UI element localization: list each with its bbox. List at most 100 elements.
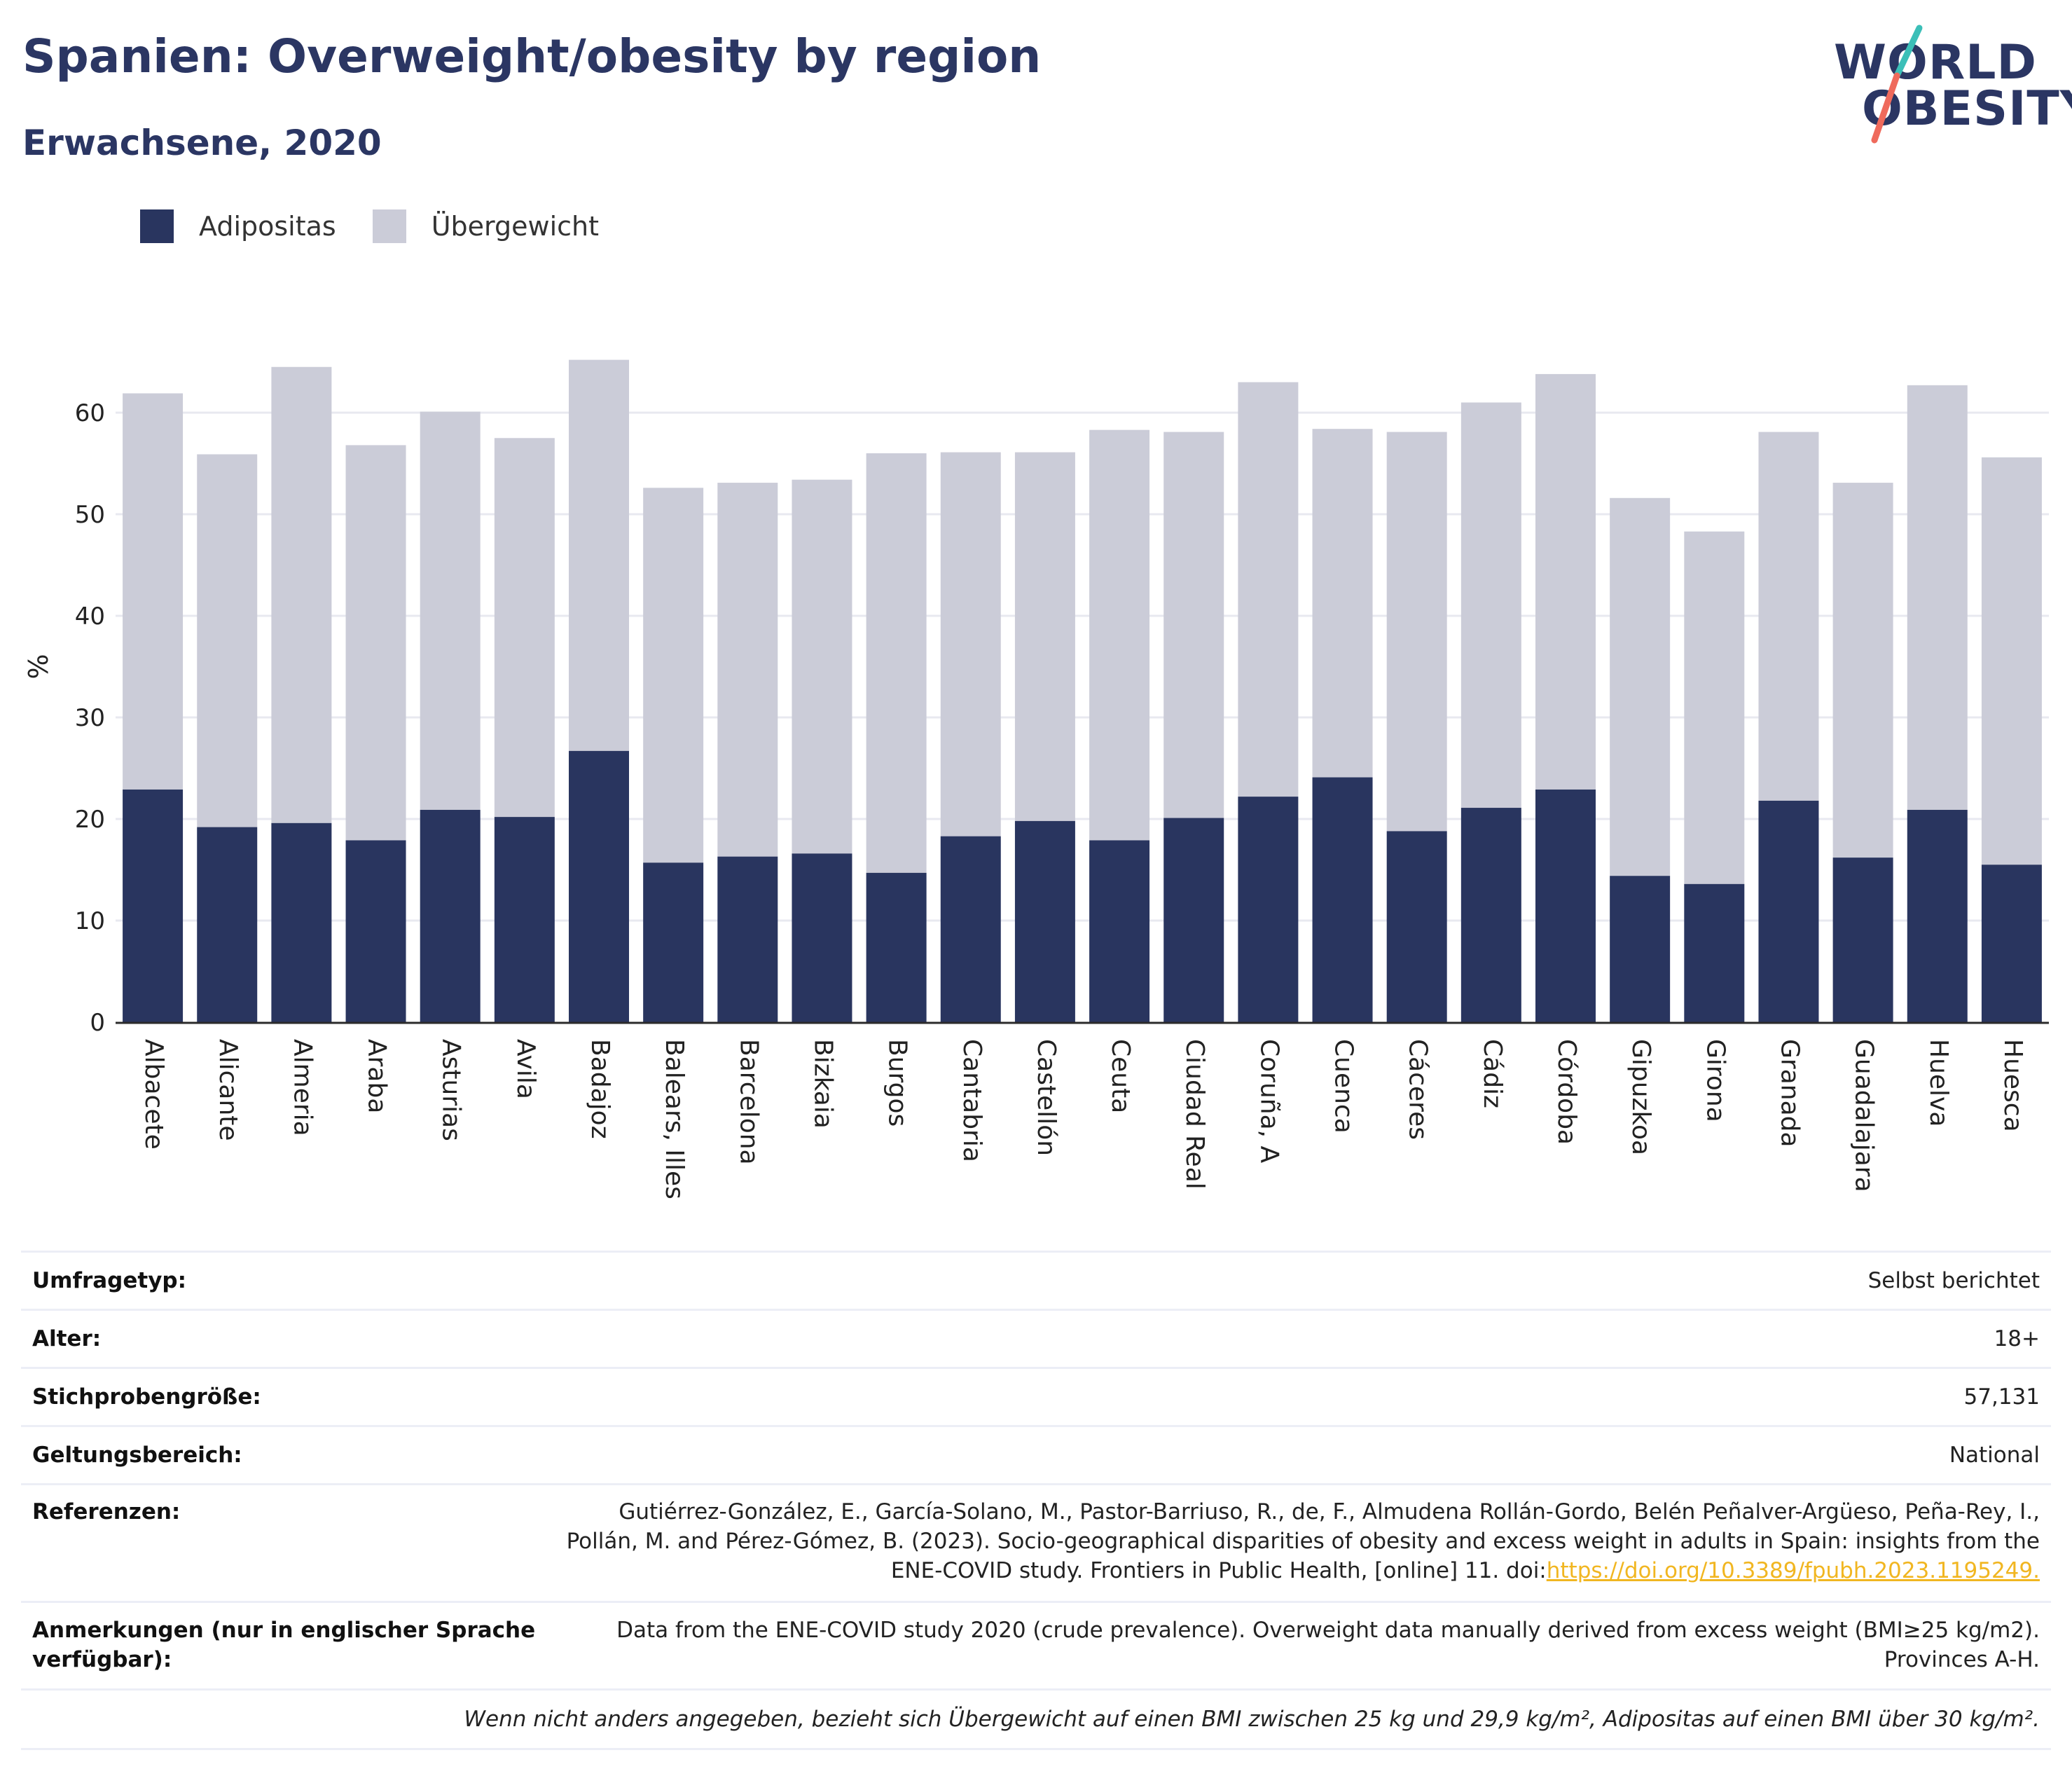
bar-overweight <box>123 393 184 790</box>
bar-obesity <box>420 809 481 1022</box>
info-value-references: Gutiérrez-González, E., García-Solano, M… <box>464 1497 2040 1585</box>
reference-line: Gutiérrez-González, E., García-Solano, M… <box>619 1499 2040 1524</box>
x-tick-label: Araba <box>363 1039 392 1113</box>
x-tick-label: Asturias <box>437 1039 466 1141</box>
bar-obesity <box>792 853 852 1022</box>
x-tick-label: Cantabria <box>958 1039 986 1162</box>
notes-label-line: Anmerkungen (nur in englischer Sprache <box>32 1618 536 1643</box>
bar-obesity <box>1907 809 1968 1022</box>
bar-overweight <box>1312 429 1373 778</box>
bar-overweight <box>866 453 927 873</box>
legend-item-obesity[interactable]: Adipositas <box>140 209 336 243</box>
x-tick-label: Huelva <box>1924 1039 1953 1127</box>
bar-overweight <box>1758 432 1819 801</box>
y-tick-label: 30 <box>75 704 105 732</box>
bar-obesity <box>1981 865 2042 1022</box>
x-tick-label: Girona <box>1701 1039 1729 1122</box>
bar-overweight <box>271 366 332 823</box>
legend-item-overweight[interactable]: Übergewicht <box>372 209 599 243</box>
bar-overweight <box>643 488 704 863</box>
bar-overweight <box>420 411 481 810</box>
y-tick-label: 40 <box>75 603 105 631</box>
info-row-notes: Anmerkungen (nur in englischer Sprache v… <box>21 1601 2051 1688</box>
info-label: Stichprobengröße: <box>32 1384 261 1410</box>
x-tick-label: Albacete <box>139 1039 168 1150</box>
x-tick-label: Gipuzkoa <box>1626 1039 1655 1155</box>
bar-overweight <box>1238 382 1299 797</box>
bar-overweight <box>940 452 1001 837</box>
x-tick-label: Almeria <box>288 1039 317 1136</box>
chart-title: Spanien: Overweight/obesity by region <box>22 29 1042 83</box>
bar-obesity <box>1014 820 1075 1022</box>
bar-overweight <box>1089 429 1150 841</box>
footnote: Wenn nicht anders angegeben, bezieht sic… <box>464 1707 2040 1732</box>
info-value: 57,131 <box>1963 1384 2040 1410</box>
x-tick-label: Coruña, A <box>1255 1039 1283 1164</box>
x-tick-label: Córdoba <box>1552 1039 1581 1145</box>
bar-obesity <box>569 750 629 1022</box>
y-tick-label: 60 <box>75 399 105 427</box>
legend-label-overweight: Übergewicht <box>431 211 599 242</box>
bar-overweight <box>569 359 629 751</box>
x-tick-label: Cáceres <box>1404 1039 1432 1140</box>
bar-overweight <box>1386 432 1447 832</box>
bar-obesity <box>494 817 555 1022</box>
bar-overweight <box>1610 497 1671 876</box>
doi-link[interactable]: https://doi.org/10.3389/fpubh.2023.11952… <box>1546 1558 2040 1583</box>
bar-obesity <box>1163 818 1224 1022</box>
info-value: Selbst berichtet <box>1867 1268 2040 1293</box>
info-row-survey-type: Umfragetyp: Selbst berichtet <box>21 1251 2051 1309</box>
bar-obesity <box>1832 858 1893 1022</box>
x-tick-label: Alicante <box>214 1039 242 1141</box>
stacked-bar-chart: 0 10 20 30 40 50 60% Albacete Alicante Almeria Ara… <box>23 359 2049 1199</box>
bar-obesity <box>345 840 406 1022</box>
bar-obesity <box>1238 797 1299 1022</box>
bar-obesity <box>1610 876 1671 1022</box>
bar-overweight <box>1460 402 1521 808</box>
bar-obesity <box>1089 840 1150 1022</box>
info-value-notes: Data from the ENE-COVID study 2020 (crud… <box>499 1616 2040 1674</box>
logo-word-obesity: OBESITY <box>1862 81 2072 137</box>
bar-obesity <box>1312 777 1373 1022</box>
logo-word-world: WORLD <box>1834 35 2037 90</box>
x-tick-label: Barcelona <box>734 1039 763 1165</box>
x-tick-label: Badajoz <box>586 1039 614 1139</box>
bar-overweight <box>717 483 778 857</box>
bar-obesity <box>1386 831 1447 1022</box>
bar-obesity <box>1684 883 1745 1022</box>
info-row-references: Referenzen: Gutiérrez-González, E., Garc… <box>21 1483 2051 1601</box>
bar-obesity <box>940 836 1001 1022</box>
bar-overweight <box>1535 373 1596 790</box>
x-tick-label: Ceuta <box>1106 1039 1135 1113</box>
info-value: 18+ <box>1994 1326 2040 1351</box>
notes-line: Provinces A-H. <box>1884 1647 2040 1672</box>
bar-obesity <box>866 872 927 1022</box>
bar-overweight <box>1907 385 1968 810</box>
bar-obesity <box>643 862 704 1022</box>
bar-obesity <box>197 827 258 1022</box>
bar-overweight <box>1981 457 2042 865</box>
info-label: Geltungsbereich: <box>32 1443 242 1468</box>
legend-swatch-overweight <box>372 209 406 243</box>
bar-overweight <box>792 479 852 854</box>
bar-overweight <box>1684 531 1745 884</box>
legend-label-obesity: Adipositas <box>199 211 336 242</box>
x-tick-label: Guadalajara <box>1850 1039 1879 1192</box>
x-tick-label: Cádiz <box>1478 1039 1507 1108</box>
info-row-sample-size: Stichprobengröße: 57,131 <box>21 1367 2051 1425</box>
bar-overweight <box>494 438 555 818</box>
bar-overweight <box>345 445 406 841</box>
info-label-notes: Anmerkungen (nur in englischer Sprache v… <box>32 1616 535 1674</box>
y-tick-label: 0 <box>90 1009 105 1037</box>
x-tick-label: Balears, Illes <box>660 1039 689 1199</box>
world-obesity-logo: WORLD OBESITY <box>1828 21 2072 147</box>
info-row-footnote: Wenn nicht anders angegeben, bezieht sic… <box>21 1688 2051 1750</box>
info-label: Umfragetyp: <box>32 1268 186 1293</box>
bar-overweight <box>1014 452 1075 821</box>
y-tick-label: 50 <box>75 501 105 529</box>
bar-overweight <box>1163 432 1224 818</box>
x-tick-label: Avila <box>511 1039 540 1099</box>
bar-obesity <box>1535 789 1596 1022</box>
x-tick-label: Granada <box>1775 1039 1804 1148</box>
x-tick-label: Bizkaia <box>808 1039 837 1129</box>
